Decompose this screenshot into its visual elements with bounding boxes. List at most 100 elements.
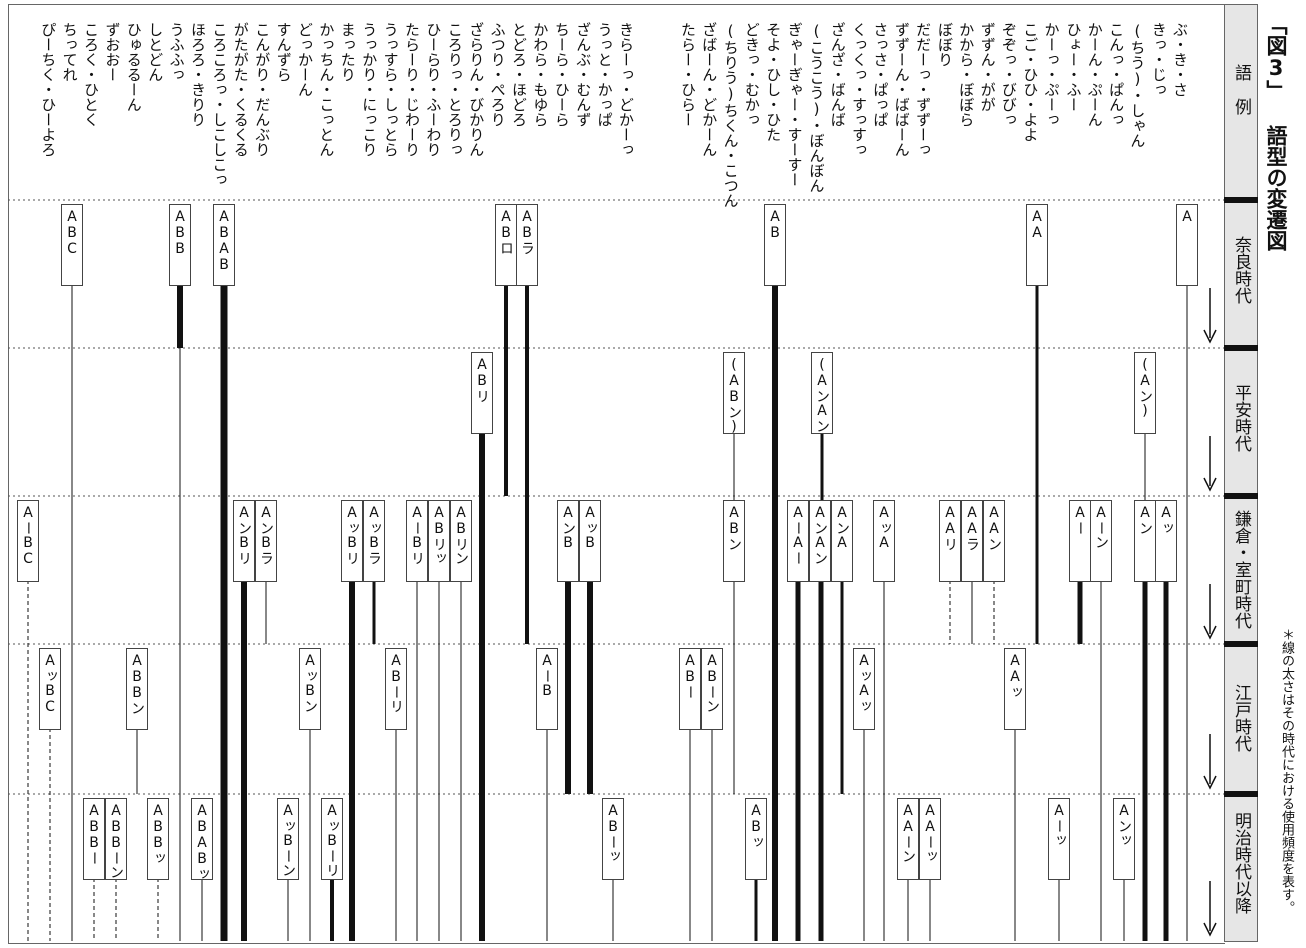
pattern-box: AAーッ xyxy=(919,798,941,880)
example-word: まったり xyxy=(338,22,357,82)
example-word: うっすら・しっとら xyxy=(381,22,400,157)
pattern-box: ABAB xyxy=(213,204,235,286)
pattern-box: AーB xyxy=(536,648,558,730)
example-word: ひゅるるーん xyxy=(124,22,143,112)
example-word: (ちう)・しゃん xyxy=(1128,22,1147,148)
example-word: ふつり・ぺろり xyxy=(488,22,507,127)
pattern-label: AAーン xyxy=(900,803,916,863)
example-word: ざんざ・ばんば xyxy=(828,22,847,127)
example-word: ざばーん・どかーん xyxy=(700,22,719,157)
pattern-label: Aーッ xyxy=(1051,803,1067,847)
pattern-label: AーB xyxy=(539,653,555,699)
pattern-label: ABリ xyxy=(474,357,490,403)
pattern-label: Aー xyxy=(1072,505,1088,535)
pattern-box: AB xyxy=(764,204,786,286)
pattern-label: ABーリ xyxy=(388,653,404,713)
pattern-box: AンB xyxy=(557,500,579,582)
pattern-box: AーBリ xyxy=(406,500,428,582)
pattern-box: AッBC xyxy=(39,648,61,730)
example-word: かから・ぼぼら xyxy=(957,22,976,127)
pattern-box: Aーッ xyxy=(1048,798,1070,880)
pattern-box: ABン xyxy=(723,500,745,582)
example-word: すんずら xyxy=(274,22,293,82)
time-arrow-head xyxy=(1203,329,1217,344)
pattern-label: AッBーン xyxy=(280,803,296,877)
pattern-box: (ABン) xyxy=(723,352,745,435)
example-word: とどろ・ほどろ xyxy=(510,22,528,127)
pattern-box: Aンッ xyxy=(1113,798,1135,880)
example-word: ずずん・がが xyxy=(978,22,997,112)
example-word: ずずーん・ばばーん xyxy=(892,22,911,157)
footnote: ＊線の太さはその時代における使用頻度を表す。 xyxy=(1279,628,1294,914)
pattern-box: AッBン xyxy=(299,648,321,730)
pattern-label: ABー xyxy=(682,653,698,699)
pattern-label: Aンッ xyxy=(1116,803,1132,847)
pattern-box: ABリッ xyxy=(428,500,450,582)
time-arrow-head xyxy=(1203,477,1217,492)
pattern-box: ABB xyxy=(169,204,191,286)
example-word: かーっ・ぷーっ xyxy=(1042,22,1061,127)
pattern-label: Aン xyxy=(1137,505,1153,535)
pattern-label: (AンAン) xyxy=(814,357,830,449)
era-marker xyxy=(1224,493,1258,499)
pattern-box: ABBーン xyxy=(105,798,127,880)
pattern-box: AAン xyxy=(983,500,1005,582)
pattern-box: ABー xyxy=(679,648,701,730)
pattern-box: AAリ xyxy=(939,500,961,582)
example-word: かっちん・こっとん xyxy=(317,22,336,157)
pattern-label: AA xyxy=(1029,209,1045,241)
example-word: うふふっ xyxy=(167,22,186,82)
pattern-box: AンBリ xyxy=(233,500,255,582)
example-word: ざらりん・びかりん xyxy=(467,22,486,157)
era-header-column xyxy=(1224,4,1258,942)
example-word: ころく・ひとく xyxy=(82,22,100,127)
pattern-box: ABABッ xyxy=(191,798,213,881)
pattern-label: ABABッ xyxy=(194,803,210,881)
pattern-box: ABラ xyxy=(516,204,538,286)
header-era-meiji: 明治時代以降 xyxy=(1231,812,1251,914)
pattern-label: AッAッ xyxy=(856,653,872,713)
header-era-kamakura-muromachi: 鎌倉・室町時代 xyxy=(1231,510,1251,629)
pattern-label: AンB xyxy=(560,505,576,551)
example-word: きらーっ・どかーっ xyxy=(617,22,635,157)
pattern-label: ABBーン xyxy=(108,803,124,879)
pattern-label: ABーン xyxy=(704,653,720,713)
pattern-label: AーAー xyxy=(790,505,806,565)
era-marker xyxy=(1224,345,1258,351)
pattern-label: (Aン) xyxy=(1137,357,1153,419)
pattern-label: ABBン xyxy=(129,653,145,715)
example-word: うっかり・にっこり xyxy=(360,22,379,157)
era-marker xyxy=(1224,791,1258,797)
example-word: ころりっ・とろりっ xyxy=(445,22,464,157)
pattern-label: ABリン xyxy=(453,505,469,565)
pattern-label: ABBッ xyxy=(150,803,166,865)
example-word: ぶ・き・さ xyxy=(1171,22,1189,97)
pattern-box: ABリン xyxy=(450,500,472,582)
pattern-box: AッBーリ xyxy=(321,798,343,880)
example-word: ぴーちく・ひーよろ xyxy=(39,22,58,157)
example-word: (ちりう)ちくん・こつん xyxy=(721,22,740,208)
example-word: さっさ・ぱっぱ xyxy=(871,22,890,127)
example-word: くっくっ・すっすっ xyxy=(850,22,869,157)
header-era-nara: 奈良時代 xyxy=(1231,236,1251,304)
pattern-box: ABーッ xyxy=(602,798,624,880)
pattern-box: AンA xyxy=(831,500,853,582)
pattern-box: ABBン xyxy=(126,648,148,730)
example-word: こご・ひひ・よよ xyxy=(1021,22,1040,142)
pattern-box: AッA xyxy=(873,500,895,582)
pattern-box: Aン xyxy=(1134,500,1156,582)
pattern-label: AンBリ xyxy=(236,505,252,565)
example-word: きっ・じっ xyxy=(1149,22,1168,97)
pattern-label: AッBリ xyxy=(344,505,360,565)
pattern-box: AAーン xyxy=(897,798,919,880)
pattern-box: ABロ xyxy=(495,204,517,286)
pattern-box: AーAー xyxy=(787,500,809,582)
pattern-label: ABラ xyxy=(519,209,535,255)
time-arrow-head xyxy=(1203,775,1217,790)
pattern-label: AッB xyxy=(582,505,598,551)
time-arrow-head xyxy=(1203,625,1217,640)
example-word: こんっ・ぱんっ xyxy=(1107,22,1126,127)
pattern-box: AンAン xyxy=(809,500,831,582)
pattern-label: A xyxy=(1179,209,1195,225)
pattern-label: AAラ xyxy=(964,505,980,551)
